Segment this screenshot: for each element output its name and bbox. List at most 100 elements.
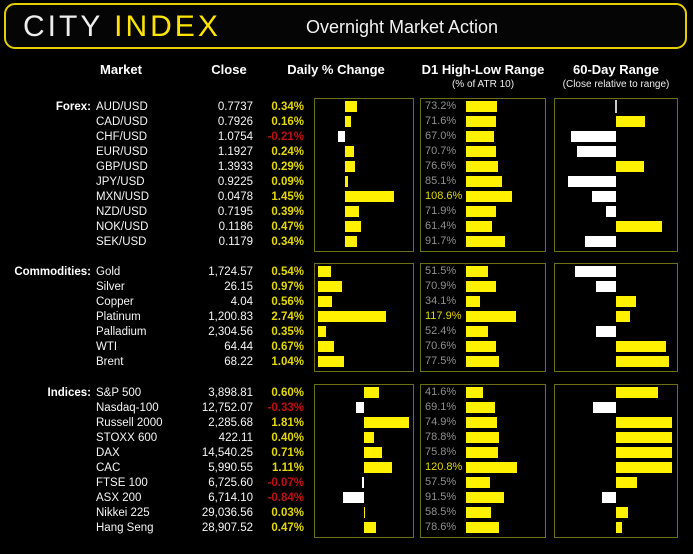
- d1-range-bar: [466, 522, 499, 533]
- d1-range-bar: [466, 341, 496, 352]
- daily-change-value: 0.40%: [271, 432, 304, 444]
- daily-change-bar: [345, 161, 356, 172]
- close-value: 4.04: [230, 296, 253, 308]
- daily-change-value: 2.74%: [271, 311, 304, 323]
- daily-change-bar: [345, 191, 395, 202]
- column-subheader-atr: (% of ATR 10): [451, 79, 515, 90]
- close-value: 14,540.25: [201, 447, 253, 459]
- section-label-indices: Indices:: [47, 387, 91, 399]
- market-name: MXN/USD: [96, 191, 150, 203]
- table-row: NZD/USD 0.7195 0.39%: [0, 205, 310, 220]
- daily-change-bar: [345, 116, 351, 127]
- d1-range-value: 69.1%: [425, 401, 457, 413]
- logo-index: INDEX: [114, 10, 221, 43]
- d1-range-value: 34.1%: [425, 295, 457, 307]
- market-name: DAX: [96, 447, 120, 459]
- table-row: Commodities: Gold 1,724.57 0.54%: [0, 265, 310, 280]
- column-header-market: Market: [100, 62, 142, 77]
- daily-change-panel-indices: [314, 384, 414, 538]
- table-row: Hang Seng 28,907.52 0.47%: [0, 521, 310, 536]
- range60-bar: [616, 356, 670, 367]
- header-band: CITY INDEX Overnight Market Action: [4, 3, 687, 49]
- daily-change-bar: [345, 221, 362, 232]
- d1-range-bar: [466, 236, 505, 247]
- range60-bar: [616, 417, 672, 428]
- d1-range-bar: [466, 176, 502, 187]
- table-row: EUR/USD 1.1927 0.24%: [0, 145, 310, 160]
- d1-range-bar: [466, 387, 484, 398]
- d1-range-value: 70.6%: [425, 340, 457, 352]
- range60-bar: [616, 462, 672, 473]
- table-row: WTI 64.44 0.67%: [0, 340, 310, 355]
- daily-change-value: 0.34%: [271, 236, 304, 248]
- d1-range-bar: [466, 221, 492, 232]
- daily-change-value: 0.60%: [271, 387, 304, 399]
- daily-change-bar: [345, 176, 349, 187]
- table-row: Indices: S&P 500 3,898.81 0.60%: [0, 386, 310, 401]
- d1-range-panel-commodities: 51.5% 70.9% 34.1% 117.9% 52.4% 70.6% 77.5%: [420, 263, 546, 372]
- daily-change-bar: [317, 311, 387, 322]
- market-name: Brent: [96, 356, 124, 368]
- close-value: 28,907.52: [201, 522, 253, 534]
- market-name: Russell 2000: [96, 417, 163, 429]
- d1-range-value: 78.8%: [425, 431, 457, 443]
- range60-panel-forex: [554, 98, 678, 252]
- market-name: CAD/USD: [96, 116, 148, 128]
- table-row: Palladium 2,304.56 0.35%: [0, 325, 310, 340]
- range60-panel-commodities: [554, 263, 678, 372]
- table-row: Russell 2000 2,285.68 1.81%: [0, 416, 310, 431]
- close-value: 422.11: [218, 432, 253, 444]
- range60-bar: [591, 191, 616, 202]
- d1-range-bar: [466, 191, 512, 202]
- range60-bar: [568, 176, 616, 187]
- close-value: 1.3933: [217, 161, 253, 173]
- d1-range-value: 41.6%: [425, 386, 457, 398]
- close-value: 1,724.57: [208, 266, 253, 278]
- daily-change-bar: [345, 101, 357, 112]
- table-row: Nikkei 225 29,036.56 0.03%: [0, 506, 310, 521]
- range60-bar: [602, 492, 616, 503]
- d1-range-value: 76.6%: [425, 160, 457, 172]
- market-name: CAC: [96, 462, 121, 474]
- daily-change-value: 0.09%: [271, 176, 304, 188]
- market-name: ASX 200: [96, 492, 142, 504]
- range60-panel-indices: [554, 384, 678, 538]
- d1-range-value: 51.5%: [425, 265, 457, 277]
- table-row: Platinum 1,200.83 2.74%: [0, 310, 310, 325]
- close-value: 1.1927: [217, 146, 253, 158]
- daily-change-bar: [364, 387, 380, 398]
- d1-range-bar: [466, 281, 496, 292]
- table-row: STOXX 600 422.11 0.40%: [0, 431, 310, 446]
- range60-bar: [605, 206, 616, 217]
- range60-bar: [576, 146, 616, 157]
- range60-midpoint-tick: [615, 100, 617, 113]
- d1-range-bar: [466, 356, 499, 367]
- daily-change-bar: [362, 477, 364, 488]
- daily-change-bar: [338, 131, 346, 142]
- daily-change-bar: [345, 236, 357, 247]
- section-label-commodities: Commodities:: [14, 266, 91, 278]
- daily-change-value: 0.16%: [271, 116, 304, 128]
- close-value: 68.22: [224, 356, 253, 368]
- table-row: Silver 26.15 0.97%: [0, 280, 310, 295]
- close-value: 0.0478: [217, 191, 253, 203]
- table-row: Copper 4.04 0.56%: [0, 295, 310, 310]
- daily-change-value: 0.47%: [271, 221, 304, 233]
- close-value: 0.7195: [217, 206, 253, 218]
- d1-range-value: 77.5%: [425, 355, 457, 367]
- daily-change-bar: [355, 402, 364, 413]
- daily-change-value: 0.24%: [271, 146, 304, 158]
- d1-range-bar: [466, 296, 481, 307]
- close-value: 29,036.56: [201, 507, 253, 519]
- range60-bar: [584, 236, 616, 247]
- d1-range-bar: [466, 116, 497, 127]
- close-value: 0.9225: [217, 176, 253, 188]
- d1-range-value: 70.7%: [425, 145, 457, 157]
- market-name: JPY/USD: [96, 176, 145, 188]
- range60-bar: [616, 341, 666, 352]
- page-title: Overnight Market Action: [305, 17, 499, 37]
- daily-change-panel-commodities: [314, 263, 414, 372]
- column-header-d1-range: D1 High-Low Range: [421, 62, 545, 77]
- daily-change-bar: [317, 296, 332, 307]
- d1-range-bar: [466, 326, 488, 337]
